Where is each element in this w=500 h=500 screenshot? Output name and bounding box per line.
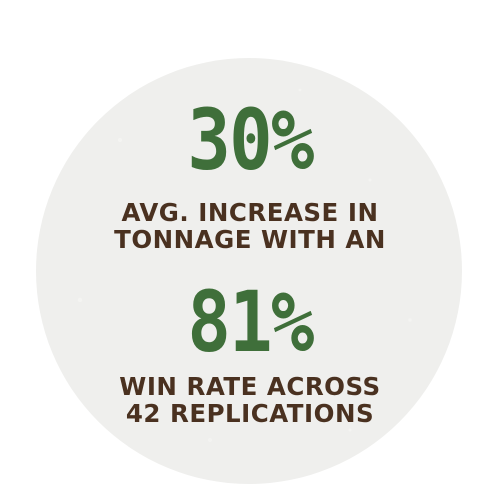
stat-caption-increase: AVG. INCREASE IN TONNAGE WITH AN bbox=[0, 199, 500, 253]
stat-value-increase: 30% bbox=[187, 91, 314, 189]
stat-caption-win-rate: WIN RATE ACROSS 42 REPLICATIONS bbox=[0, 373, 500, 427]
stat-value-win-rate: 81% bbox=[187, 273, 314, 371]
stat-caption-increase-line-2: TONNAGE WITH AN bbox=[114, 225, 386, 254]
background-circle bbox=[36, 58, 462, 484]
stat-caption-increase-line-1: AVG. INCREASE IN bbox=[121, 198, 379, 227]
stat-caption-win-rate-line-1: WIN RATE ACROSS bbox=[119, 372, 381, 401]
stat-caption-win-rate-line-2: 42 REPLICATIONS bbox=[125, 399, 375, 428]
